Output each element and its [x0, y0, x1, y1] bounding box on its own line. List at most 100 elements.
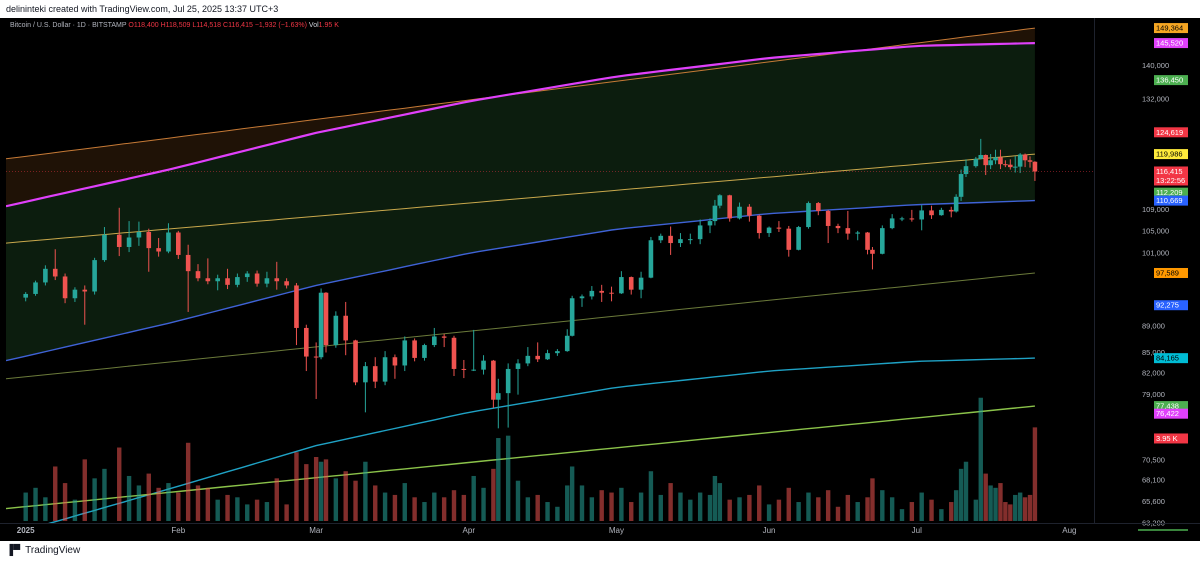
price-label: 145,520: [1156, 39, 1183, 48]
volume-bar: [988, 485, 993, 521]
volume-bar: [776, 499, 782, 521]
volume-bar: [471, 475, 476, 521]
volume-bar: [166, 483, 171, 521]
tradingview-logo-icon: ▐▀: [6, 545, 21, 556]
candle-body: [146, 231, 152, 249]
candle-body: [712, 205, 718, 222]
candle-body: [609, 292, 614, 294]
candle-body: [688, 239, 693, 241]
volume-bar: [343, 471, 348, 521]
change-value: −1,932 (−1.63%): [254, 22, 307, 29]
candle-body: [747, 206, 752, 216]
symbol-legend[interactable]: Bitcoin / U.S. Dollar · 1D · BITSTAMP O1…: [10, 22, 339, 29]
candle-body: [72, 289, 78, 299]
volume-bar: [323, 459, 329, 521]
candle-body: [43, 268, 48, 283]
overlay-green-line: [6, 405, 1035, 510]
volume-bar: [225, 494, 230, 521]
volume-bar: [254, 499, 260, 521]
low-value: L114,518: [192, 22, 222, 29]
volume-bar: [786, 487, 791, 521]
candle-body: [1017, 154, 1023, 167]
price-label-bg: [1154, 38, 1188, 49]
high-value: H118,509: [160, 22, 191, 29]
candle-body: [505, 368, 511, 394]
overlay-blue-curve: [6, 199, 1035, 362]
price-label-bg: [1154, 187, 1188, 198]
candle-body: [264, 278, 270, 284]
volume-bar: [629, 502, 634, 521]
volume-bar: [525, 497, 531, 521]
candle-body: [825, 210, 831, 226]
volume-bar: [363, 461, 368, 521]
candle-body: [845, 228, 851, 234]
candle-body: [806, 203, 811, 228]
volume-bar: [264, 502, 270, 521]
price-label: 3.95 K: [1156, 434, 1178, 443]
volume-bar: [909, 502, 915, 521]
symbol-title: Bitcoin / U.S. Dollar · 1D · BITSTAMP: [10, 22, 127, 29]
volume-bar: [949, 502, 954, 521]
volume-bar: [176, 492, 181, 521]
attribution-bar: delininteki created with TradingView.com…: [0, 0, 1200, 18]
candle-body: [555, 351, 560, 354]
candle-body: [382, 357, 388, 382]
volume-bar: [294, 452, 299, 521]
candle-body: [195, 271, 201, 279]
candle-body: [313, 356, 319, 358]
candle-body: [235, 277, 240, 285]
price-label-bg: [1154, 75, 1188, 86]
candle-body: [628, 277, 634, 290]
price-label: 92,275: [1156, 301, 1179, 310]
volume-bar: [973, 499, 979, 521]
volume-bar: [678, 492, 683, 521]
candle-body: [422, 345, 427, 358]
candle-body: [156, 248, 161, 252]
volume-bar: [146, 473, 151, 521]
volume-bar: [609, 492, 614, 521]
x-tick-label: Apr: [463, 526, 476, 535]
y-tick-label: 105,000: [1142, 226, 1169, 235]
volume-bar: [998, 483, 1003, 521]
volume-bar: [215, 499, 220, 521]
candle-body: [116, 234, 122, 247]
overlay-yellow-line: [6, 153, 1035, 244]
candle-body: [471, 369, 476, 371]
candle-body: [648, 240, 654, 278]
candle-body: [372, 366, 378, 382]
candle-body: [953, 196, 959, 212]
volume-bar: [929, 499, 934, 521]
price-label-bg: [1154, 401, 1188, 412]
candle-body: [678, 239, 683, 244]
candle-body: [599, 290, 604, 293]
volume-bar: [156, 487, 161, 521]
volume-bar: [638, 492, 644, 521]
volume-bar: [432, 492, 437, 521]
candle-body: [496, 393, 501, 400]
price-label-bg: [1154, 353, 1188, 364]
candle-body: [441, 336, 447, 338]
candle-body: [412, 340, 417, 358]
volume-bar: [899, 509, 905, 521]
price-label: 97,589: [1156, 268, 1179, 277]
price-label: 116,415: [1156, 167, 1183, 176]
volume-bar: [333, 478, 339, 521]
candle-body: [988, 160, 993, 166]
volume-bar: [796, 502, 801, 521]
volume-bar: [589, 497, 595, 521]
candle-body: [786, 228, 792, 250]
volume-bar: [835, 506, 841, 521]
footer-bar: ▐▀ TradingView: [0, 541, 1200, 561]
candle-body: [816, 203, 821, 211]
volume-bar: [707, 494, 713, 521]
volume-bar: [993, 487, 998, 521]
x-tick-label: May: [609, 526, 624, 535]
volume-bar: [545, 502, 550, 521]
price-label-bg: [1154, 149, 1188, 160]
middle-band-fill: [6, 43, 1035, 361]
volume-bar: [441, 497, 447, 521]
volume-bar: [766, 504, 772, 521]
volume-bar: [481, 487, 486, 521]
